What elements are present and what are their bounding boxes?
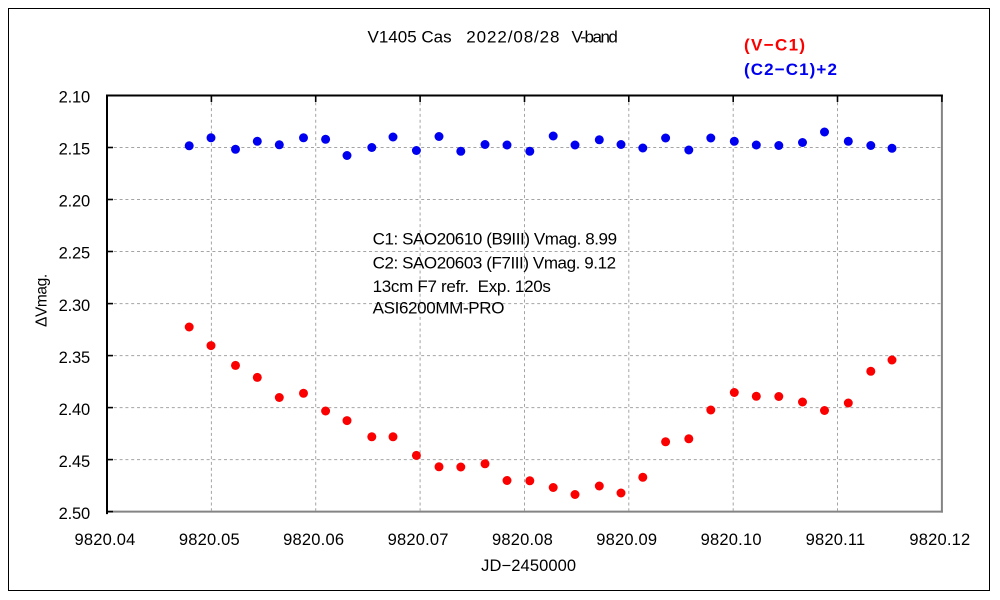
- svg-text:JD−2450000: JD−2450000: [481, 557, 576, 575]
- svg-text:9820.05: 9820.05: [179, 531, 240, 549]
- svg-text:2.20: 2.20: [59, 193, 90, 211]
- svg-text:2.40: 2.40: [59, 401, 90, 419]
- svg-text:2.30: 2.30: [59, 297, 90, 315]
- svg-text:(V−C1): (V−C1): [744, 35, 806, 54]
- svg-text:2.25: 2.25: [59, 245, 90, 263]
- svg-text:9820.04: 9820.04: [74, 531, 135, 549]
- svg-text:2022/08/28: 2022/08/28: [466, 28, 560, 47]
- svg-text:(C2−C1)+2: (C2−C1)+2: [744, 60, 838, 79]
- svg-text:9820.08: 9820.08: [492, 531, 553, 549]
- svg-text:ΔVmag.: ΔVmag.: [33, 274, 50, 327]
- svg-text:9820.06: 9820.06: [283, 531, 344, 549]
- svg-text:2.45: 2.45: [59, 453, 90, 471]
- svg-text:V1405 Cas: V1405 Cas: [368, 28, 452, 47]
- svg-text:2.50: 2.50: [59, 505, 90, 523]
- svg-text:ASI6200MM-PRO: ASI6200MM-PRO: [373, 299, 505, 318]
- svg-text:9820.11: 9820.11: [806, 531, 866, 549]
- svg-text:9820.07: 9820.07: [388, 531, 449, 549]
- svg-text:9820.12: 9820.12: [909, 531, 970, 549]
- svg-text:C1: SAO20610 (B9III) Vmag. 8.9: C1: SAO20610 (B9III) Vmag. 8.99: [373, 230, 617, 249]
- svg-text:9820.10: 9820.10: [701, 531, 762, 549]
- svg-text:C2: SAO20603 (F7III) Vmag. 9.1: C2: SAO20603 (F7III) Vmag. 9.12: [373, 253, 616, 272]
- svg-text:2.10: 2.10: [59, 89, 90, 107]
- svg-text:9820.09: 9820.09: [596, 531, 657, 549]
- svg-text:13cm F7 refr. Exp. 120s: 13cm F7 refr. Exp. 120s: [373, 277, 551, 296]
- svg-text:2.15: 2.15: [59, 141, 90, 159]
- svg-text:V-band: V-band: [572, 28, 618, 47]
- svg-text:2.35: 2.35: [59, 349, 90, 367]
